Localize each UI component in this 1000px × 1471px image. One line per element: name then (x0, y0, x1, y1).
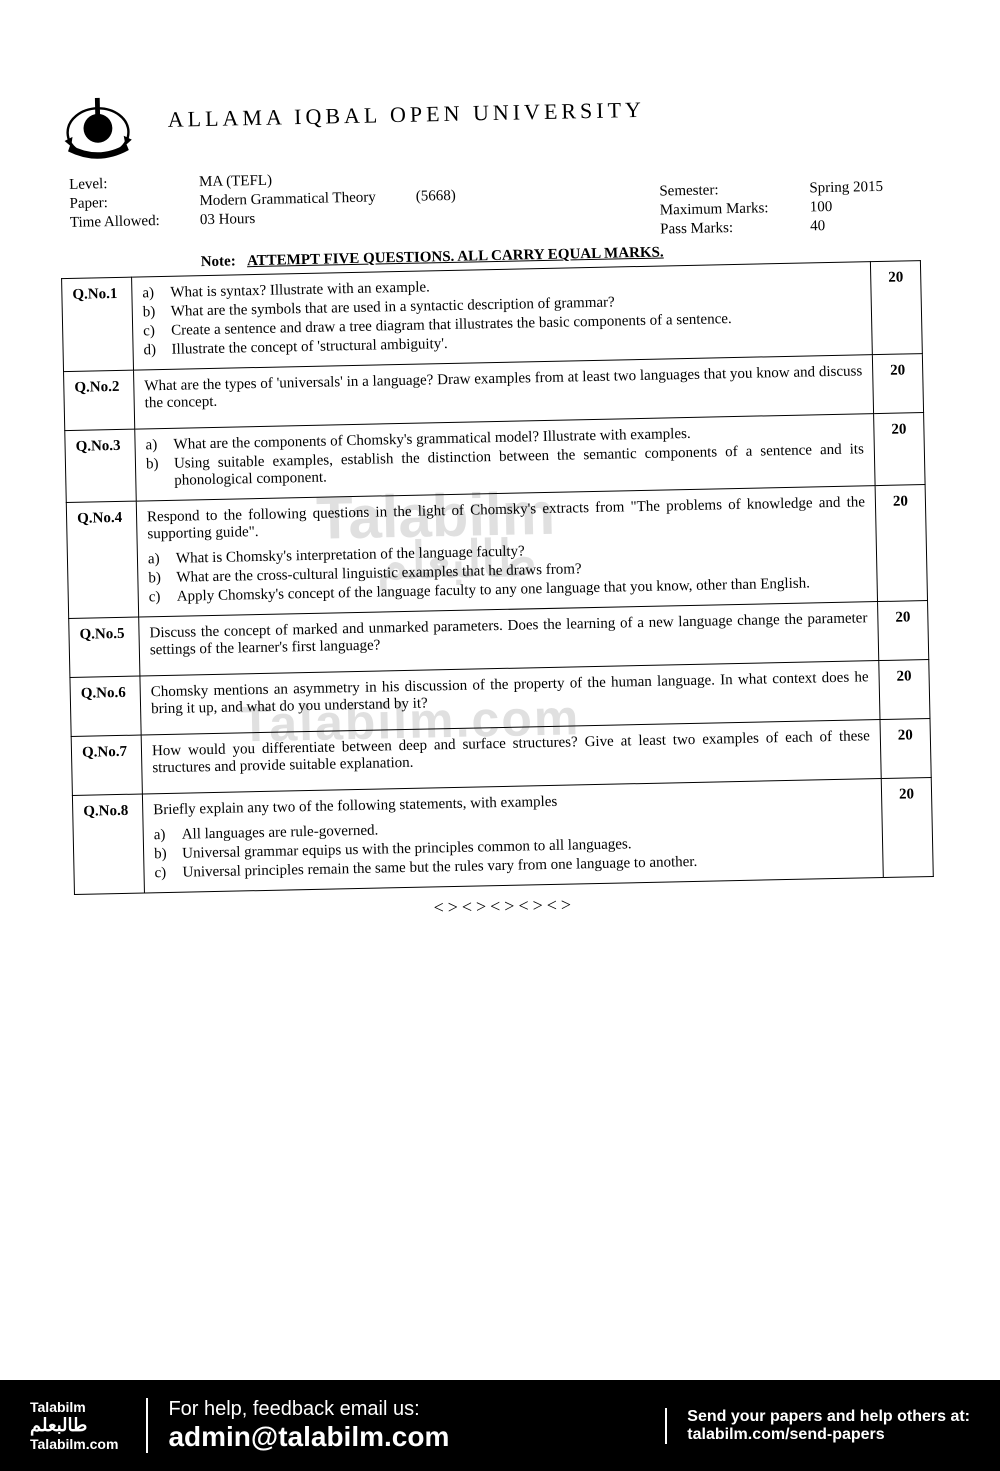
end-ornament: <><><><><> (74, 887, 934, 926)
sub-letter: b) (154, 846, 182, 864)
questions-table: Q.No.1a)What is syntax? Illustrate with … (61, 260, 934, 895)
sub-letter: d) (143, 342, 171, 360)
time-label: Time Allowed: (70, 212, 200, 232)
question-number: Q.No.3 (65, 429, 136, 502)
question-number: Q.No.6 (70, 676, 141, 736)
question-intro: Respond to the following questions in th… (147, 494, 866, 543)
page-container: Talabilm طالبعلم Talabilm.com ALLAMA IQB… (0, 0, 1000, 1380)
question-marks: 20 (875, 485, 927, 602)
footer-send-block: Send your papers and help others at: tal… (665, 1408, 970, 1444)
question-row: Q.No.4Respond to the following questions… (66, 485, 927, 619)
question-marks: 20 (874, 413, 925, 486)
header: ALLAMA IQBAL OPEN UNIVERSITY (57, 71, 918, 169)
question-intro: Discuss the concept of marked and unmark… (149, 610, 868, 659)
paper-metadata: Level: MA (TEFL) Paper: Modern Grammatic… (69, 159, 920, 251)
question-row: Q.No.1a)What is syntax? Illustrate with … (62, 261, 923, 372)
question-body: a)What is syntax? Illustrate with an exa… (132, 262, 873, 370)
question-number: Q.No.5 (69, 617, 140, 677)
question-intro: What are the types of 'universals' in a … (144, 363, 863, 412)
semester-value: Spring 2015 (809, 179, 883, 198)
sub-letter: a) (154, 827, 182, 845)
question-number: Q.No.1 (62, 277, 134, 371)
question-body: Respond to the following questions in th… (136, 486, 877, 617)
footer-send-text: Send your papers and help others at: (687, 1408, 970, 1426)
level-value: MA (TEFL) (199, 173, 272, 192)
max-marks-label: Maximum Marks: (660, 199, 810, 219)
question-number: Q.No.8 (72, 794, 144, 894)
footer-help-text: For help, feedback email us: (168, 1398, 637, 1421)
sub-letter: c) (143, 323, 171, 341)
note-text: ATTEMPT FIVE QUESTIONS. ALL CARRY EQUAL … (247, 244, 664, 269)
footer-help-block: For help, feedback email us: admin@talab… (146, 1398, 637, 1453)
question-number: Q.No.7 (71, 735, 142, 795)
sub-letter: a) (145, 437, 173, 455)
sub-letter: c) (154, 865, 182, 883)
sub-letter: b) (146, 456, 175, 491)
max-marks-value: 100 (810, 199, 833, 216)
paper-code: (5668) (416, 188, 456, 206)
semester-label: Semester: (659, 180, 809, 200)
note-prefix: Note: (201, 253, 236, 270)
footer-brand-site: Talabilm.com (30, 1436, 118, 1452)
question-marks: 20 (870, 261, 922, 355)
question-marks: 20 (881, 777, 933, 877)
university-name: ALLAMA IQBAL OPEN UNIVERSITY (168, 97, 646, 133)
level-label: Level: (69, 174, 199, 194)
question-row: Q.No.8Briefly explain any two of the fol… (72, 777, 933, 894)
question-number: Q.No.2 (64, 370, 135, 430)
footer-brand-arabic: طالبعلم (30, 1415, 118, 1436)
sub-letter: b) (148, 570, 176, 588)
sub-letter: a) (142, 285, 170, 303)
pass-marks-value: 40 (810, 218, 825, 235)
paper-label: Paper: (69, 193, 199, 213)
question-number: Q.No.4 (66, 501, 138, 618)
sub-letter: b) (143, 304, 171, 322)
footer-brand-block: Talabilm طالبعلم Talabilm.com (30, 1399, 118, 1452)
question-marks: 20 (872, 354, 923, 414)
university-logo-icon (57, 87, 139, 169)
pass-marks-label: Pass Marks: (660, 218, 810, 238)
exam-paper-page: Talabilm طالبعلم Talabilm.com ALLAMA IQB… (6, 30, 993, 1370)
question-marks: 20 (880, 718, 931, 778)
sub-letter: c) (149, 589, 177, 607)
question-marks: 20 (879, 660, 930, 720)
time-value: 03 Hours (200, 211, 256, 229)
site-footer: Talabilm طالبعلم Talabilm.com For help, … (0, 1380, 1000, 1471)
question-body: Briefly explain any two of the following… (142, 779, 883, 893)
footer-email[interactable]: admin@talabilm.com (168, 1421, 637, 1453)
footer-send-link[interactable]: talabilm.com/send-papers (687, 1426, 970, 1444)
question-intro: Chomsky mentions an asymmetry in his dis… (151, 669, 870, 718)
question-marks: 20 (878, 601, 929, 661)
sub-letter: a) (148, 551, 176, 569)
question-intro: How would you differentiate between deep… (152, 728, 871, 777)
footer-brand: Talabilm (30, 1399, 118, 1415)
paper-value: Modern Grammatical Theory (199, 189, 376, 210)
